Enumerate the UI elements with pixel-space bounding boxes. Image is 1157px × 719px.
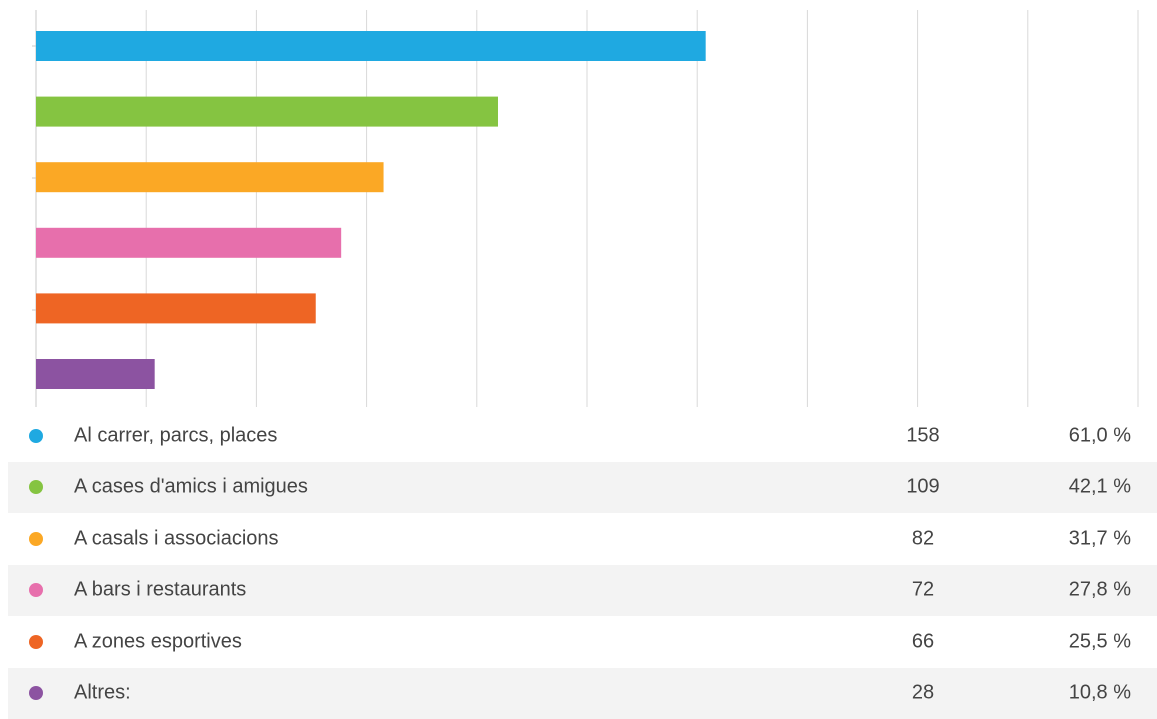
bar[interactable] — [36, 97, 498, 127]
legend-label: Al carrer, parcs, places — [74, 424, 277, 447]
legend-count: 28 — [863, 682, 983, 705]
legend-percentage: 61,0 % — [1069, 424, 1131, 447]
bar-chart — [0, 0, 1157, 410]
legend-row: A bars i restaurants 72 27,8 % — [8, 565, 1157, 617]
bar[interactable] — [36, 228, 341, 258]
legend-count: 66 — [863, 630, 983, 653]
legend-percentage: 31,7 % — [1069, 527, 1131, 550]
bar[interactable] — [36, 359, 155, 389]
legend-label: Altres: — [74, 682, 131, 705]
legend-swatch — [29, 480, 43, 494]
bar[interactable] — [36, 162, 384, 192]
legend-row: A cases d'amics i amigues 109 42,1 % — [8, 462, 1157, 514]
legend-label: A zones esportives — [74, 630, 242, 653]
legend-row: Altres: 28 10,8 % — [8, 668, 1157, 719]
legend-table: Al carrer, parcs, places 158 61,0 % A cases… — [8, 410, 1157, 719]
legend-percentage: 42,1 % — [1069, 476, 1131, 499]
legend-swatch — [29, 532, 43, 546]
bar[interactable] — [36, 293, 316, 323]
legend-percentage: 27,8 % — [1069, 579, 1131, 602]
legend-row: A zones esportives 66 25,5 % — [8, 616, 1157, 668]
legend-count: 72 — [863, 579, 983, 602]
legend-label: A casals i associacions — [74, 527, 279, 550]
legend-label: A bars i restaurants — [74, 579, 246, 602]
legend-label: A cases d'amics i amigues — [74, 476, 308, 499]
legend-swatch — [29, 635, 43, 649]
legend-count: 158 — [863, 424, 983, 447]
legend-swatch — [29, 686, 43, 700]
legend-row: A casals i associacions 82 31,7 % — [8, 513, 1157, 565]
legend-count: 109 — [863, 476, 983, 499]
legend-swatch — [29, 429, 43, 443]
legend-percentage: 25,5 % — [1069, 630, 1131, 653]
bar[interactable] — [36, 31, 706, 61]
legend-count: 82 — [863, 527, 983, 550]
legend-swatch — [29, 583, 43, 597]
legend-percentage: 10,8 % — [1069, 682, 1131, 705]
legend-row: Al carrer, parcs, places 158 61,0 % — [8, 410, 1157, 462]
